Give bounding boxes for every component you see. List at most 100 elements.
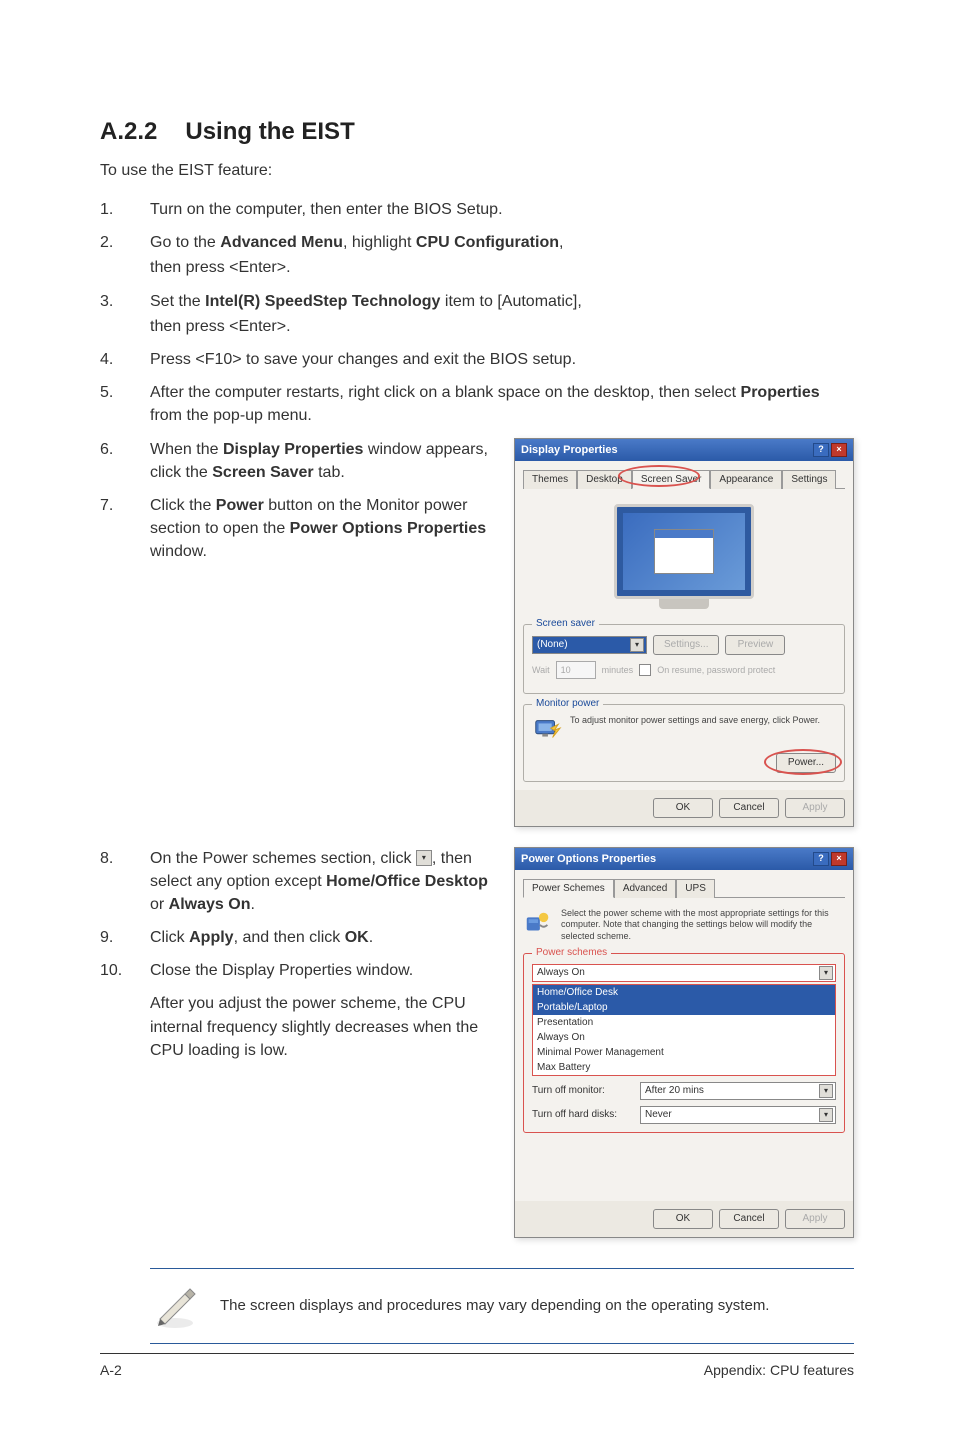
step-num: 5. <box>100 381 150 427</box>
monitor-power-desc: To adjust monitor power settings and sav… <box>570 715 820 727</box>
apply-button[interactable]: Apply <box>785 798 845 818</box>
settings-button[interactable]: Settings... <box>653 635 719 655</box>
dialog-title-text: Display Properties <box>521 444 618 456</box>
tab-themes[interactable]: Themes <box>523 470 577 489</box>
cancel-button[interactable]: Cancel <box>719 1209 779 1229</box>
screensaver-group: Screen saver (None) ▾ Settings... Previe… <box>523 624 845 694</box>
group-label: Monitor power <box>532 698 603 709</box>
tab-ups[interactable]: UPS <box>676 879 715 898</box>
dialog-titlebar: Power Options Properties ? × <box>515 848 853 870</box>
power-schemes-group: Power schemes Always On ▾ Home/Office De… <box>523 953 845 1133</box>
list-item[interactable]: Presentation <box>533 1015 835 1030</box>
step-3: 3. Set the Intel(R) SpeedStep Technology… <box>100 290 854 338</box>
dialog-buttons: OK Cancel Apply <box>515 1201 853 1237</box>
step-1: 1. Turn on the computer, then enter the … <box>100 198 854 221</box>
monitor-off-label: Turn off monitor: <box>532 1085 632 1096</box>
step-text: When the Display Properties window appea… <box>150 438 494 484</box>
step-10: 10. Close the Display Properties window.… <box>100 959 494 1062</box>
chevron-down-icon: ▾ <box>416 850 432 866</box>
step-num: 4. <box>100 348 150 371</box>
chevron-down-icon: ▾ <box>819 1108 833 1122</box>
help-icon[interactable]: ? <box>813 852 829 866</box>
step-text: Press <F10> to save your changes and exi… <box>150 348 854 371</box>
step-5: 5. After the computer restarts, right cl… <box>100 381 854 427</box>
disks-off-label: Turn off hard disks: <box>532 1109 632 1120</box>
step-4: 4. Press <F10> to save your changes and … <box>100 348 854 371</box>
step-num: 3. <box>100 290 150 338</box>
step-text: On the Power schemes section, click ▾, t… <box>150 847 494 917</box>
step-text: Click the Power button on the Monitor po… <box>150 494 494 564</box>
chevron-down-icon: ▾ <box>819 1084 833 1098</box>
note-text: The screen displays and procedures may v… <box>220 1295 769 1316</box>
list-item[interactable]: Max Battery <box>533 1060 835 1075</box>
step-text: Turn on the computer, then enter the BIO… <box>150 198 854 221</box>
footer-page-num: A-2 <box>100 1362 122 1378</box>
power-options-dialog: Power Options Properties ? × Power Schem… <box>514 847 854 1238</box>
group-label: Screen saver <box>532 618 599 629</box>
monitor-off-dropdown[interactable]: After 20 mins ▾ <box>640 1082 836 1100</box>
scheme-listbox[interactable]: Home/Office Desk Portable/Laptop Present… <box>532 984 836 1076</box>
chevron-down-icon: ▾ <box>819 966 833 980</box>
preview-button[interactable]: Preview <box>725 635 785 655</box>
close-icon[interactable]: × <box>831 443 847 457</box>
step-8: 8. On the Power schemes section, click ▾… <box>100 847 494 917</box>
step-9: 9. Click Apply, and then click OK. <box>100 926 494 949</box>
ok-button[interactable]: OK <box>653 1209 713 1229</box>
cancel-button[interactable]: Cancel <box>719 798 779 818</box>
page-footer: A-2 Appendix: CPU features <box>100 1353 854 1378</box>
tab-screensaver[interactable]: Screen Saver <box>632 470 711 489</box>
step-text: Click Apply, and then click OK. <box>150 926 494 949</box>
dialog-buttons: OK Cancel Apply <box>515 790 853 826</box>
step-num: 9. <box>100 926 150 949</box>
footer-section: Appendix: CPU features <box>704 1362 854 1378</box>
step-num: 6. <box>100 438 150 484</box>
dialog-title-text: Power Options Properties <box>521 853 656 865</box>
section-heading: A.2.2 Using the EIST <box>100 118 854 146</box>
step-text: Set the Intel(R) SpeedStep Technology it… <box>150 290 854 338</box>
monitor-off-row: Turn off monitor: After 20 mins ▾ <box>532 1082 836 1100</box>
list-item[interactable]: Always On <box>533 1030 835 1045</box>
monitor-energy-icon <box>532 715 562 745</box>
step-text: Go to the Advanced Menu, highlight CPU C… <box>150 231 854 279</box>
tab-appearance[interactable]: Appearance <box>710 470 782 489</box>
step-num: 2. <box>100 231 150 279</box>
list-item[interactable]: Home/Office Desk <box>533 985 835 1000</box>
list-item[interactable]: Minimal Power Management <box>533 1045 835 1060</box>
power-desc: Select the power scheme with the most ap… <box>561 908 845 943</box>
disks-off-row: Turn off hard disks: Never ▾ <box>532 1106 836 1124</box>
tab-advanced[interactable]: Advanced <box>614 879 676 898</box>
ok-button[interactable]: OK <box>653 798 713 818</box>
step-7: 7. Click the Power button on the Monitor… <box>100 494 494 564</box>
step-num: 10. <box>100 959 150 1062</box>
step-6: 6. When the Display Properties window ap… <box>100 438 494 484</box>
step-num: 8. <box>100 847 150 917</box>
tab-power-schemes[interactable]: Power Schemes <box>523 879 614 898</box>
list-item[interactable]: Portable/Laptop <box>533 1000 835 1015</box>
apply-button[interactable]: Apply <box>785 1209 845 1229</box>
note-box: The screen displays and procedures may v… <box>150 1268 854 1344</box>
power-button[interactable]: Power... <box>776 753 836 773</box>
monitor-power-group: Monitor power To adjust monitor power se… <box>523 704 845 782</box>
step-num: 7. <box>100 494 150 564</box>
intro-text: To use the EIST feature: <box>100 162 854 180</box>
help-icon[interactable]: ? <box>813 443 829 457</box>
close-icon[interactable]: × <box>831 852 847 866</box>
battery-plug-icon <box>523 908 553 938</box>
tab-settings[interactable]: Settings <box>782 470 836 489</box>
monitor-preview <box>609 504 759 614</box>
step-text: Close the Display Properties window. Aft… <box>150 959 494 1062</box>
scheme-dropdown[interactable]: Always On ▾ <box>532 964 836 982</box>
tab-desktop[interactable]: Desktop <box>577 470 632 489</box>
chevron-down-icon: ▾ <box>630 638 644 652</box>
display-properties-dialog: Display Properties ? × Themes Desktop Sc… <box>514 438 854 827</box>
disks-off-dropdown[interactable]: Never ▾ <box>640 1106 836 1124</box>
heading-number: A.2.2 <box>100 118 157 145</box>
step-text: After the computer restarts, right click… <box>150 381 854 427</box>
tabs: Power Schemes Advanced UPS <box>523 878 845 898</box>
screensaver-dropdown[interactable]: (None) ▾ <box>532 636 647 654</box>
wait-spinner[interactable]: 10 <box>556 661 596 679</box>
resume-checkbox[interactable] <box>639 664 651 676</box>
pencil-note-icon <box>150 1281 200 1331</box>
step-num: 1. <box>100 198 150 221</box>
heading-title: Using the EIST <box>185 118 354 145</box>
